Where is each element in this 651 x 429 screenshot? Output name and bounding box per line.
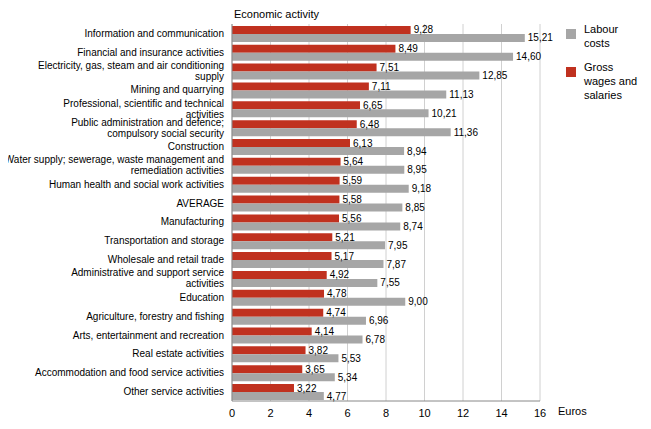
svg-text:Manufacturing: Manufacturing (161, 216, 224, 227)
html-text:activities: activities (185, 108, 224, 120)
svg-text:7,51: 7,51 (380, 62, 400, 73)
svg-text:8,49: 8,49 (398, 43, 418, 54)
svg-text:Electricity, gas, steam and ai: Electricity, gas, steam and air conditio… (38, 60, 224, 82)
svg-text:Human health and social work a: Human health and social work activities (49, 179, 224, 190)
svg-text:16: 16 (534, 407, 546, 419)
svg-text:AVERAGE: AVERAGE (176, 198, 224, 209)
svg-text:8,95: 8,95 (407, 164, 427, 175)
svg-text:11,36: 11,36 (454, 127, 479, 138)
svg-text:6: 6 (344, 407, 350, 419)
svg-text:4,74: 4,74 (326, 307, 346, 318)
svg-text:5,53: 5,53 (341, 353, 361, 364)
svg-text:4,77: 4,77 (327, 391, 347, 402)
svg-text:12,85: 12,85 (482, 70, 507, 81)
svg-text:5,17: 5,17 (335, 251, 355, 262)
svg-text:6,13: 6,13 (353, 138, 373, 149)
svg-text:Construction: Construction (168, 141, 224, 152)
svg-text:6,48: 6,48 (360, 119, 380, 130)
html-text:Professional, scientific and t: Professional, scientific and technical (63, 97, 224, 109)
svg-text:5,59: 5,59 (343, 175, 363, 186)
html-text:Labour costs: Labour costs (584, 23, 619, 49)
svg-text:6,96: 6,96 (369, 315, 389, 326)
svg-text:Transportation and storage: Transportation and storage (104, 235, 224, 246)
svg-text:Information and communication: Information and communication (84, 28, 224, 39)
svg-text:8,85: 8,85 (405, 202, 425, 213)
svg-text:Agriculture, forestry and fish: Agriculture, forestry and fishing (86, 311, 224, 322)
svg-text:15,21: 15,21 (528, 32, 553, 43)
svg-text:4: 4 (306, 407, 312, 419)
svg-text:Real estate activities: Real estate activities (132, 348, 224, 359)
svg-text:Public administration and defe: Public administration and defence;compul… (71, 117, 224, 139)
svg-text:0: 0 (229, 407, 235, 419)
svg-text:5,34: 5,34 (338, 372, 358, 383)
svg-text:5,56: 5,56 (342, 213, 362, 224)
svg-text:6,78: 6,78 (366, 334, 386, 345)
svg-text:6,65: 6,65 (363, 100, 383, 111)
svg-text:3,22: 3,22 (297, 383, 317, 394)
svg-text:Wholesale and retail trade: Wholesale and retail trade (108, 254, 225, 265)
svg-text:5,58: 5,58 (342, 194, 362, 205)
svg-text:4,92: 4,92 (330, 269, 350, 280)
html-text:Gross wages and salaries: Gross wages and salaries (584, 61, 638, 101)
html-text:Economic activity: Economic activity (234, 8, 319, 20)
svg-text:Arts, entertainment and recrea: Arts, entertainment and recreation (73, 330, 224, 341)
svg-text:7,95: 7,95 (388, 240, 408, 251)
svg-text:Mining and quarrying: Mining and quarrying (131, 84, 224, 95)
svg-text:11,13: 11,13 (449, 89, 474, 100)
svg-text:8,74: 8,74 (403, 221, 423, 232)
svg-text:3,82: 3,82 (309, 345, 329, 356)
svg-text:8: 8 (383, 407, 389, 419)
svg-text:12: 12 (457, 407, 469, 419)
svg-text:7,11: 7,11 (372, 81, 391, 92)
svg-text:2: 2 (267, 407, 273, 419)
svg-text:Administrative and support ser: Administrative and support serviceactivi… (71, 267, 224, 289)
svg-text:Euros: Euros (558, 405, 587, 417)
svg-text:14: 14 (495, 407, 507, 419)
svg-text:7,87: 7,87 (386, 259, 406, 270)
svg-text:5,21: 5,21 (335, 232, 355, 243)
svg-text:Education: Education (180, 292, 224, 303)
svg-text:7,55: 7,55 (380, 277, 400, 288)
svg-text:10,21: 10,21 (432, 108, 457, 119)
svg-text:9,18: 9,18 (412, 183, 432, 194)
svg-text:10: 10 (418, 407, 430, 419)
svg-text:Other service activities: Other service activities (123, 386, 224, 397)
svg-text:14,60: 14,60 (516, 51, 541, 62)
svg-text:3,65: 3,65 (305, 364, 325, 375)
svg-text:Accommodation and food service: Accommodation and food service activitie… (35, 367, 224, 378)
svg-text:5,64: 5,64 (344, 156, 364, 167)
svg-text:4,78: 4,78 (327, 288, 347, 299)
svg-text:8,94: 8,94 (407, 146, 427, 157)
svg-text:Water supply; sewerage, waste: Water supply; sewerage, waste management… (8, 154, 224, 176)
svg-text:9,28: 9,28 (414, 24, 434, 35)
svg-text:Financial and insurance activi: Financial and insurance activities (77, 47, 224, 58)
svg-text:9,00: 9,00 (408, 296, 428, 307)
svg-text:4,14: 4,14 (315, 326, 335, 337)
